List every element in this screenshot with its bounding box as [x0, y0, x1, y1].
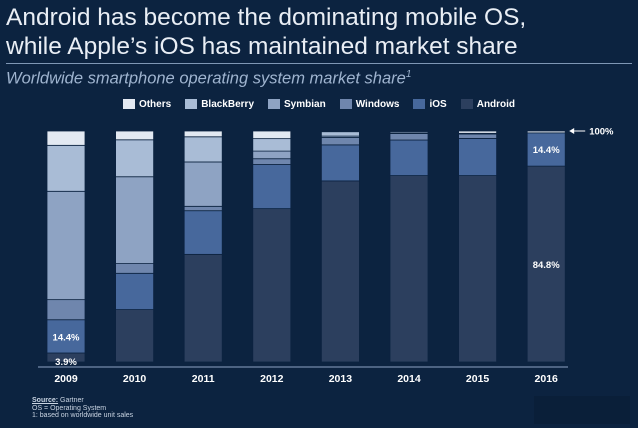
bar-blackberry-2012 [252, 138, 292, 152]
bar-android-2011 [183, 253, 223, 363]
legend-label-ios: iOS [429, 98, 447, 110]
legend-swatch-ios [413, 99, 426, 109]
x-tick-label-2016: 2016 [535, 373, 559, 385]
bar-ios-2015 [458, 137, 498, 176]
bar-android-2014 [389, 175, 429, 363]
subtitle-text: Worldwide smartphone operating system ma… [6, 69, 406, 88]
source-label: Source: [32, 397, 59, 404]
legend-swatch-symbian [268, 99, 280, 109]
legend-item-ios: iOS [413, 96, 447, 112]
title-line-1: Android has become the dominating mobile… [6, 4, 527, 31]
legend-label-windows: Windows [355, 98, 400, 110]
bar-windows-2011 [183, 205, 223, 212]
annotation-label: 100% [589, 127, 614, 138]
x-tick-label-2011: 2011 [192, 373, 215, 385]
bar-others-2011 [183, 130, 223, 138]
data-label-ios-2016: 14.4% [533, 145, 560, 156]
bar-windows-2015 [458, 133, 498, 139]
legend-item-android: Android [460, 96, 516, 112]
corner-logo-area [534, 396, 630, 424]
data-label-android-2009: 3.9% [55, 357, 77, 368]
chart-subtitle: Worldwide smartphone operating system ma… [6, 69, 411, 89]
bar-others-2016 [526, 130, 566, 134]
x-tick-label-2014: 2014 [397, 373, 421, 385]
bar-ios-2009 [46, 319, 86, 354]
bar-android-2015 [458, 175, 498, 363]
x-tick-label-2012: 2012 [260, 373, 284, 385]
data-label-android-2016: 84.8% [533, 260, 560, 271]
bar-android-2013 [320, 180, 360, 363]
legend-swatch-windows [339, 99, 352, 109]
source-notes: Source: Gartner OS = Operating System 1:… [32, 397, 133, 420]
annotation-arrow-head [569, 128, 575, 134]
source-note-footnote: 1: based on worldwide unit sales [32, 412, 134, 419]
legend-label-android: Android [476, 98, 516, 110]
source-value: Gartner [60, 397, 84, 404]
legend-item-symbian: Symbian [268, 96, 326, 112]
legend-swatch-android [460, 99, 473, 109]
bar-ios-2011 [183, 210, 223, 255]
bar-windows-2013 [320, 137, 360, 146]
x-tick-label-2015: 2015 [466, 373, 490, 385]
bar-symbian-2010 [115, 176, 154, 264]
bar-ios-2012 [252, 164, 292, 210]
bar-windows-2010 [115, 263, 154, 274]
bar-blackberry-2011 [183, 136, 223, 163]
title-line-2: while Apple’s iOS has maintained market … [6, 33, 518, 60]
legend-label-others: Others [138, 98, 172, 110]
bar-symbian-2009 [46, 190, 86, 301]
x-tick-label-2013: 2013 [329, 373, 353, 385]
bar-blackberry-2010 [115, 139, 154, 178]
bar-ios-2013 [320, 144, 360, 182]
data-label-ios-2009: 14.4% [53, 332, 80, 343]
bar-ios-2016 [526, 132, 566, 167]
page-title: Android has become the dominating mobile… [6, 3, 526, 61]
x-tick-label-2010: 2010 [123, 373, 147, 385]
bar-others-2015 [458, 130, 498, 134]
bar-android-2010 [115, 309, 154, 363]
legend-swatch-blackberry [185, 99, 198, 109]
bar-others-2012 [252, 130, 292, 140]
legend-item-others: Others [122, 96, 172, 112]
bar-symbian-2011 [183, 161, 223, 207]
chart-legend: Others BlackBerry Symbian Windows iOS Android [0, 96, 638, 112]
bar-ios-2010 [115, 272, 154, 310]
x-tick-label-2009: 2009 [54, 373, 78, 385]
legend-label-blackberry: BlackBerry [201, 98, 254, 110]
bar-symbian-2012 [252, 150, 292, 160]
bar-windows-2012 [252, 158, 292, 165]
legend-item-blackberry: BlackBerry [185, 96, 254, 112]
bar-windows-2014 [389, 133, 429, 141]
legend-swatch-others [122, 99, 135, 109]
source-note-os: OS = Operating System [32, 404, 107, 412]
bar-blackberry-2013 [320, 131, 360, 137]
bar-android-2012 [252, 208, 292, 363]
title-divider [6, 63, 632, 64]
bar-others-2009 [46, 130, 86, 146]
bar-others-2010 [115, 130, 154, 141]
bar-ios-2014 [389, 139, 429, 176]
bar-windows-2009 [46, 299, 86, 321]
subtitle-footnote-marker: 1 [405, 69, 412, 80]
legend-label-symbian: Symbian [284, 98, 326, 110]
source-line: Source: Gartner [32, 397, 133, 405]
bar-blackberry-2009 [46, 144, 86, 192]
legend-item-windows: Windows [339, 96, 400, 112]
bar-others-2013 [320, 130, 360, 133]
